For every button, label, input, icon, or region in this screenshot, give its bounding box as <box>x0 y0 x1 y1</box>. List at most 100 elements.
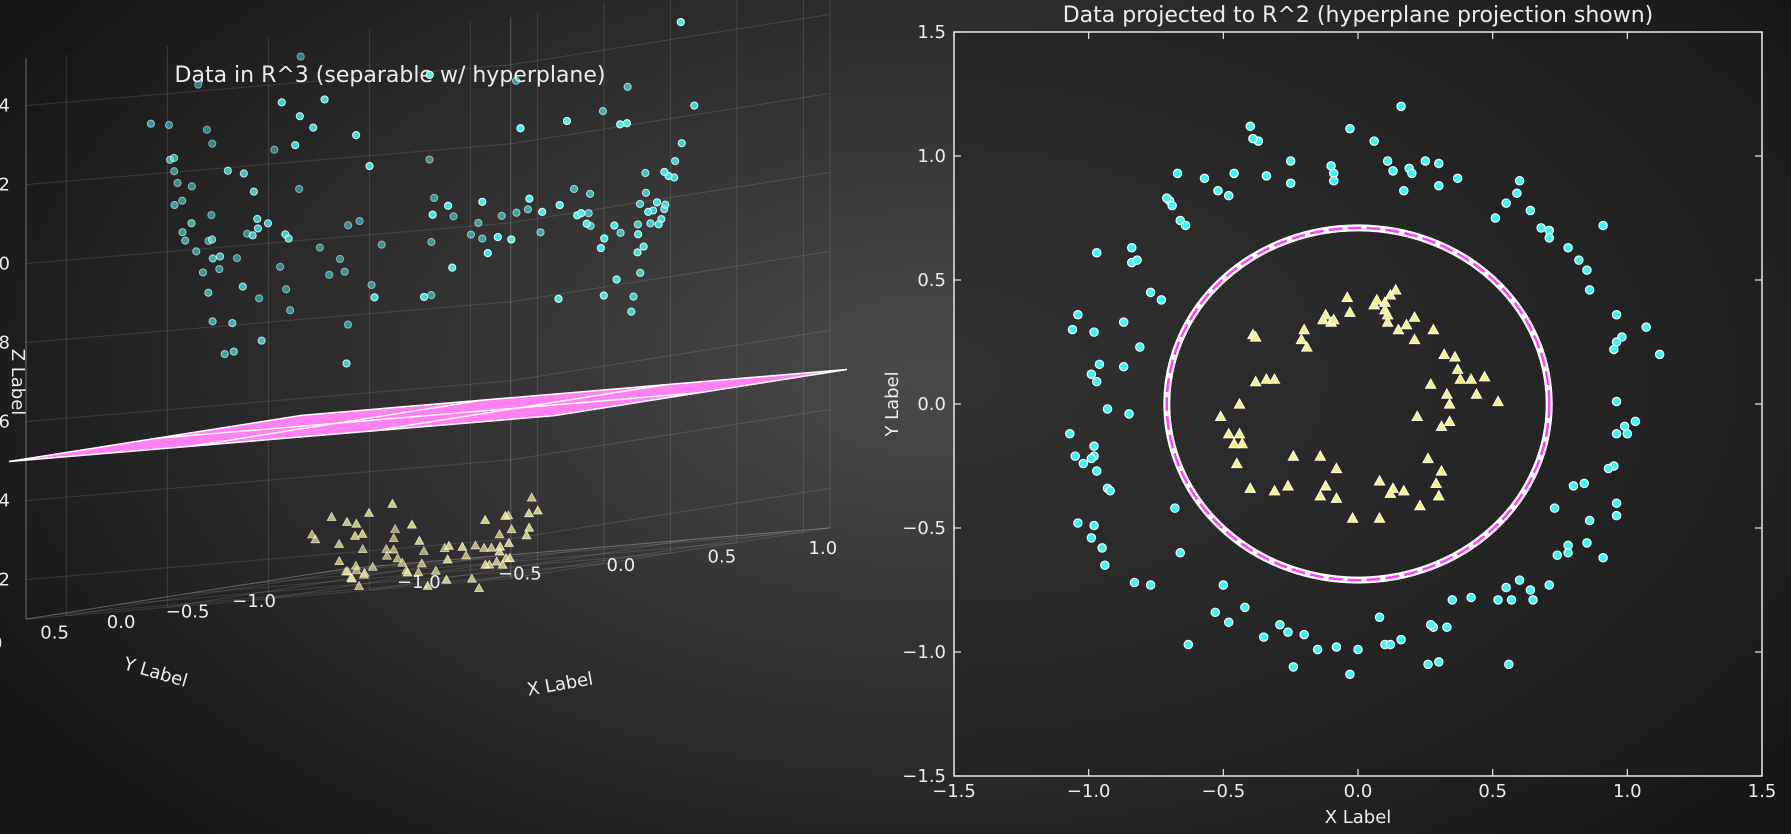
data-point-circle <box>1172 168 1183 179</box>
data-point-circle <box>1388 166 1398 176</box>
data-point-3d-circle <box>164 120 174 130</box>
back-pane-gridline <box>25 538 511 581</box>
data-point-triangle <box>1236 437 1249 449</box>
data-point-circle <box>1396 101 1406 112</box>
data-point-circle <box>1490 213 1501 223</box>
data-point-triangle <box>1327 313 1340 325</box>
hyperplane-projection-circle <box>1163 224 1553 584</box>
data-point-triangle <box>1214 410 1227 422</box>
data-point-3d-circle <box>295 112 304 121</box>
data-point-circle <box>1285 156 1296 166</box>
data-point-triangle <box>1314 449 1327 461</box>
data-point-3d-triangle <box>470 540 481 550</box>
data-point-3d-circle <box>178 228 187 237</box>
data-point-circle <box>1466 592 1476 603</box>
data-point-circle <box>1353 644 1363 655</box>
side-pane-gridline <box>510 92 831 145</box>
data-point-3d-triangle <box>479 542 490 552</box>
data-point-circle <box>1261 171 1272 181</box>
data-point-3d-triangle <box>503 537 514 547</box>
y-tick-label: 1.0 <box>917 146 946 167</box>
data-point-circle <box>1582 538 1592 548</box>
data-point-circle <box>1374 612 1385 623</box>
z-tick-label: 0.6 <box>0 412 10 433</box>
back-pane-gridline <box>25 459 511 502</box>
data-point-triangle <box>1408 311 1421 322</box>
y-axis-label-2d: Y Label <box>882 371 903 437</box>
data-point-3d-triangle <box>367 561 378 571</box>
data-point-circle <box>1091 376 1102 387</box>
data-point-3d-triangle <box>334 538 345 548</box>
data-point-3d-circle <box>370 293 379 302</box>
data-point-3d-circle <box>249 187 258 196</box>
data-point-3d-circle <box>676 17 685 27</box>
hyperplane <box>8 368 848 463</box>
y-tick-label: 0.0 <box>917 394 946 415</box>
data-point-triangle <box>1346 511 1359 523</box>
data-point-triangle <box>1249 330 1262 342</box>
data-point-circle <box>1102 404 1113 414</box>
data-point-circle <box>1611 498 1622 508</box>
data-point-triangle <box>1260 373 1273 384</box>
data-point-circle <box>1598 553 1608 563</box>
data-point-circle <box>1223 617 1234 627</box>
data-point-3d-circle <box>178 196 187 205</box>
data-point-3d-circle <box>282 285 291 294</box>
data-point-triangle <box>1408 333 1421 345</box>
data-point-circle <box>1199 173 1210 184</box>
data-point-3d-circle <box>232 254 242 263</box>
data-point-3d-triangle <box>521 530 532 540</box>
data-point-3d-circle <box>253 224 263 233</box>
data-point-3d-circle <box>238 282 247 291</box>
data-point-triangle <box>1300 340 1313 352</box>
data-point-3d-circle <box>419 292 429 302</box>
data-point-3d-triangle <box>413 567 424 577</box>
data-point-triangle <box>1492 395 1505 407</box>
data-point-triangle <box>1282 479 1294 491</box>
data-point-triangle <box>1430 477 1443 488</box>
data-point-circle <box>1434 657 1444 667</box>
data-point-circle <box>1283 627 1293 637</box>
data-point-circle <box>1170 503 1180 513</box>
data-point-circle <box>1582 265 1592 275</box>
data-point-circle <box>1574 255 1584 265</box>
data-point-3d-triangle <box>497 559 508 569</box>
data-point-3d-circle <box>497 211 506 220</box>
data-point-circle <box>1213 185 1223 196</box>
data-point-3d-circle <box>425 70 434 80</box>
data-point-circle <box>1145 287 1156 298</box>
data-point-3d-circle <box>466 230 476 239</box>
data-point-circle <box>1563 243 1573 253</box>
data-point-3d-circle <box>612 275 621 284</box>
data-point-3d-triangle <box>486 542 497 552</box>
data-point-3d-circle <box>220 349 229 359</box>
data-point-triangle <box>1370 293 1383 305</box>
data-point-3d-triangle <box>363 507 375 517</box>
data-point-circle <box>1285 178 1296 189</box>
data-point-circle <box>1501 582 1511 593</box>
data-point-3d-triangle <box>504 552 515 563</box>
data-point-3d-circle <box>187 182 196 191</box>
x-tick-label-3d: 0.0 <box>607 555 636 576</box>
data-point-circle <box>1552 550 1563 561</box>
y-tick-label: −0.5 <box>902 518 946 539</box>
data-point-circle <box>1493 595 1503 605</box>
data-point-triangle <box>1381 316 1394 327</box>
data-point-3d-circle <box>309 123 318 132</box>
data-point-triangle <box>1230 457 1243 469</box>
data-point-triangle <box>1268 373 1281 384</box>
side-pane-gridline <box>510 487 831 540</box>
data-point-3d-circle <box>352 131 361 140</box>
data-point-circle <box>1525 205 1536 216</box>
data-point-3d-circle <box>181 236 190 245</box>
data-point-circle <box>1528 595 1538 605</box>
data-point-circle <box>1094 359 1105 370</box>
y-tick-label: −1.0 <box>902 642 946 663</box>
data-point-3d-circle <box>208 254 217 263</box>
data-point-triangle <box>1249 375 1262 387</box>
data-point-triangle <box>1400 318 1413 330</box>
data-point-3d-circle <box>320 95 329 104</box>
data-point-3d-circle <box>270 145 279 154</box>
data-point-circle <box>1229 168 1239 179</box>
data-point-3d-triangle <box>388 532 399 542</box>
